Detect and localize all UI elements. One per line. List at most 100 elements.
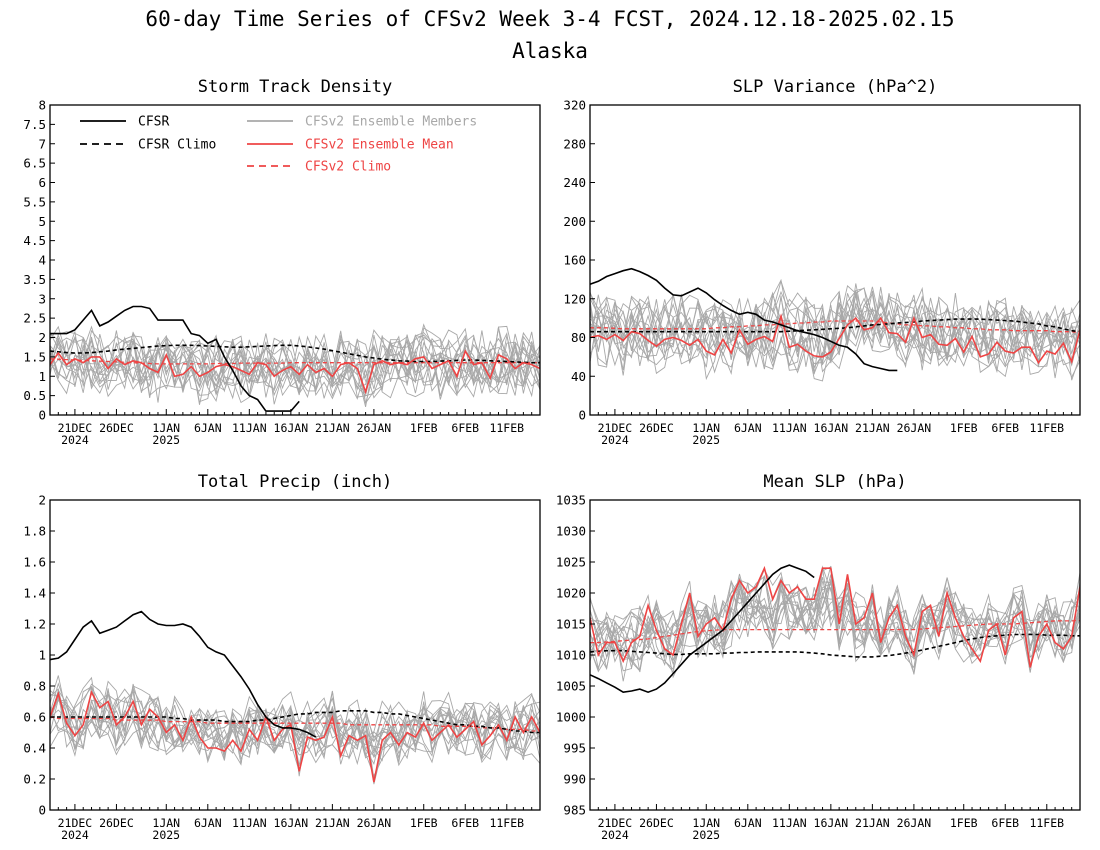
y-tick-label: 1005 — [556, 679, 586, 694]
x-tick-label: 6JAN — [734, 816, 762, 830]
y-tick-label: 0 — [578, 408, 586, 423]
cfsr-line — [590, 564, 815, 694]
x-tick-label: 16JAN — [274, 816, 309, 830]
x-tick-year-label: 2024 — [61, 828, 89, 842]
x-tick-label: 6FEB — [451, 816, 479, 830]
y-tick-label: 7 — [38, 136, 46, 151]
x-tick-year-label: 2024 — [601, 828, 629, 842]
plot-area — [50, 610, 540, 785]
y-tick-label: 3 — [38, 291, 46, 306]
x-tick-label: 11FEB — [1029, 816, 1064, 830]
x-tick-label: 21DEC — [58, 421, 93, 435]
cfsv2-climo-line — [590, 320, 1080, 334]
y-tick-label: 985 — [563, 803, 586, 818]
y-tick-label: 40 — [571, 369, 586, 384]
x-tick-label: 11JAN — [232, 421, 267, 435]
y-tick-label: 1015 — [556, 617, 586, 632]
legend-cfsv2-climo-label: CFSv2 Climo — [305, 160, 391, 175]
x-tick-label: 16JAN — [274, 421, 309, 435]
y-tick-label: 280 — [563, 136, 586, 151]
x-tick-label: 21JAN — [315, 421, 350, 435]
chart-title: Mean SLP (hPa) — [763, 472, 906, 492]
x-tick-label: 11JAN — [232, 816, 267, 830]
y-tick-label: 1 — [38, 648, 46, 663]
chart-title: Storm Track Density — [198, 77, 392, 97]
x-tick-label: 26DEC — [639, 421, 674, 435]
y-tick-label: 4.5 — [23, 233, 46, 248]
ensemble-member-line — [590, 574, 1080, 671]
x-tick-label: 1FEB — [950, 421, 978, 435]
ensemble-mean-line — [590, 565, 1080, 668]
y-tick-label: 0.4 — [23, 741, 46, 756]
cfsr-climo-line — [590, 633, 1080, 658]
x-tick-label: 21JAN — [315, 816, 350, 830]
y-tick-label: 240 — [563, 175, 586, 190]
x-tick-label: 1JAN — [692, 421, 720, 435]
y-tick-label: 1.2 — [23, 617, 46, 632]
x-tick-label: 21DEC — [598, 816, 633, 830]
x-tick-year-label: 2025 — [152, 828, 180, 842]
x-tick-label: 1FEB — [410, 816, 438, 830]
x-tick-year-label: 2025 — [152, 433, 180, 447]
chart-title: SLP Variance (hPa^2) — [733, 77, 938, 97]
ensemble-member-line — [590, 290, 1080, 379]
ensemble-member-line — [590, 565, 1080, 661]
x-tick-label: 11JAN — [772, 421, 807, 435]
region-title: Alaska — [512, 39, 588, 63]
y-tick-label: 160 — [563, 253, 586, 268]
ensemble-mean-line — [50, 349, 540, 395]
ensemble-member-line — [590, 294, 1080, 381]
x-tick-year-label: 2025 — [692, 433, 720, 447]
ensemble-member-line — [50, 686, 540, 772]
y-tick-label: 6 — [38, 175, 46, 190]
x-tick-year-label: 2025 — [692, 828, 720, 842]
plot-frame — [49, 499, 541, 811]
y-tick-label: 2 — [38, 493, 46, 508]
ensemble-member-line — [50, 676, 540, 748]
x-tick-label: 6FEB — [991, 421, 1019, 435]
ensemble-mean-line — [50, 690, 540, 783]
x-tick-label: 6FEB — [991, 816, 1019, 830]
ensemble-member-line — [50, 335, 540, 400]
x-tick-label: 11FEB — [1029, 421, 1064, 435]
y-tick-label: 4 — [38, 253, 46, 268]
cfsr-line — [590, 267, 898, 372]
cfsv2-climo-line — [50, 716, 540, 732]
y-tick-label: 320 — [563, 98, 586, 113]
x-tick-label: 11FEB — [489, 816, 524, 830]
ensemble-member-line — [590, 278, 1080, 364]
x-tick-label: 26JAN — [357, 816, 392, 830]
chart-precip: Total Precip (inch) 0 0.2 0.4 0.6 0.8 1 1.2 1.4 1… — [23, 472, 541, 842]
y-tick-label: 1010 — [556, 648, 586, 663]
chart-meanslp: Mean SLP (hPa) 985 990 995 1000 1005 1010 1015 1… — [556, 472, 1081, 842]
x-tick-label: 21JAN — [855, 816, 890, 830]
y-tick-label: 2 — [38, 330, 46, 345]
plot-area — [50, 305, 540, 412]
y-tick-label: 1 — [38, 369, 46, 384]
y-tick-label: 0 — [38, 408, 46, 423]
y-tick-label: 3.5 — [23, 272, 46, 287]
ensemble-member-line — [50, 691, 540, 777]
y-tick-label: 0.2 — [23, 772, 46, 787]
y-tick-label: 0.6 — [23, 710, 46, 725]
y-tick-label: 1.5 — [23, 349, 46, 364]
ensemble-member-line — [50, 702, 540, 785]
x-tick-label: 26JAN — [897, 421, 932, 435]
x-tick-label: 16JAN — [814, 816, 849, 830]
x-tick-label: 6FEB — [451, 421, 479, 435]
y-tick-label: 2.5 — [23, 311, 46, 326]
legend-cfsr-climo-label: CFSR Climo — [138, 138, 216, 153]
y-tick-label: 8 — [38, 98, 46, 113]
x-tick-label: 1JAN — [692, 816, 720, 830]
cfsv2-climo-line — [590, 619, 1080, 644]
x-tick-label: 26JAN — [357, 421, 392, 435]
y-tick-label: 0 — [38, 803, 46, 818]
ensemble-member-line — [50, 686, 540, 761]
y-tick-label: 1000 — [556, 710, 586, 725]
chart-title: Total Precip (inch) — [198, 472, 392, 492]
y-tick-label: 5 — [38, 214, 46, 229]
ensemble-member-line — [50, 325, 540, 390]
cfsr-line — [50, 305, 300, 412]
legend: CFSR CFSR Climo CFSv2 Ensemble Members CFSv… — [80, 115, 477, 175]
chart-slpvar: SLP Variance (hPa^2) 0 40 80 120 160 200 240 280… — [563, 77, 1081, 447]
